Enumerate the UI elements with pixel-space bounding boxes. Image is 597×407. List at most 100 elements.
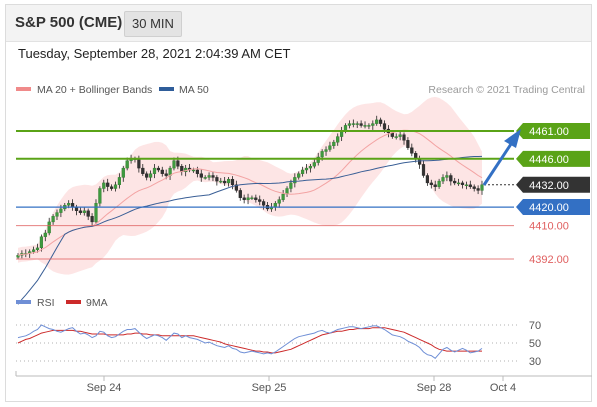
candle-body xyxy=(293,177,297,184)
candle-body xyxy=(215,177,219,182)
candle-body xyxy=(304,167,309,171)
candle-body xyxy=(375,119,379,124)
level-tag: 4461.00 xyxy=(516,123,590,139)
candle-body xyxy=(425,175,429,184)
level-tag-label: 4432.00 xyxy=(529,180,569,192)
candle-body xyxy=(98,188,102,204)
candle-body xyxy=(421,164,426,176)
rsi-tick-label: 70 xyxy=(529,320,541,332)
x-axis-tick-label: Sep 28 xyxy=(417,382,452,394)
candle-body xyxy=(312,162,316,167)
candle-body xyxy=(476,188,480,191)
candle-body xyxy=(219,180,223,183)
candle-body xyxy=(207,175,211,178)
bollinger-band-area xyxy=(18,96,482,275)
candle-body xyxy=(371,123,375,126)
candle-body xyxy=(230,178,235,185)
candle-body xyxy=(394,136,398,138)
level-tag: 4420.00 xyxy=(516,199,590,216)
candle-body xyxy=(195,169,199,174)
candle-body xyxy=(234,184,238,191)
ma20-legend-swatch xyxy=(16,87,31,91)
candle-body xyxy=(51,216,55,223)
rsi-legend-label: RSI xyxy=(37,297,55,309)
candle-body xyxy=(223,180,227,184)
candle-body xyxy=(86,210,90,217)
candle-body xyxy=(406,140,410,148)
candle-body xyxy=(457,182,461,185)
candle-body xyxy=(176,160,180,167)
candle-body xyxy=(379,119,383,124)
ma20-legend-label: MA 20 + Bollinger Bands xyxy=(37,84,152,96)
candle-body xyxy=(464,184,468,187)
ma9-legend-swatch xyxy=(66,300,81,304)
candle-body xyxy=(226,178,231,184)
x-axis-tick-label: Oct 4 xyxy=(490,382,516,394)
candle-body xyxy=(301,169,305,174)
candle-body xyxy=(59,208,63,213)
candle-body xyxy=(156,167,160,171)
candle-body xyxy=(445,175,449,178)
level-tag-shape xyxy=(516,123,590,139)
candle-body xyxy=(437,180,441,187)
projection-arrow-head xyxy=(504,129,521,148)
candle-body xyxy=(460,182,465,185)
candle-body xyxy=(398,134,402,137)
candle-body xyxy=(125,160,129,169)
candle-body xyxy=(273,203,277,208)
candle-body xyxy=(203,177,207,179)
x-axis-tick-label: Sep 24 xyxy=(87,382,122,394)
ma50-legend-swatch xyxy=(159,87,174,91)
candle-body xyxy=(347,123,351,126)
candle-body xyxy=(82,210,86,213)
candle-body xyxy=(113,184,118,189)
candle-body xyxy=(281,193,285,200)
candle-body xyxy=(211,175,215,178)
ma50-legend-label: MA 50 xyxy=(179,84,209,96)
candle-body xyxy=(67,203,71,206)
candle-body xyxy=(351,123,355,125)
level-tag-shape xyxy=(516,199,590,216)
candle-body xyxy=(433,184,437,187)
candle-body xyxy=(117,177,121,185)
candle-body xyxy=(145,173,149,178)
candle-body xyxy=(367,125,371,127)
candle-body xyxy=(254,197,258,200)
candle-body xyxy=(402,134,406,141)
rsi-tick-label: 50 xyxy=(529,338,541,350)
candle-body xyxy=(121,167,125,178)
candle-body xyxy=(191,169,196,172)
level-label: 4410.00 xyxy=(529,221,569,233)
candle-body xyxy=(359,123,363,126)
candle-body xyxy=(238,190,242,198)
candle-body xyxy=(90,216,94,223)
candle-body xyxy=(328,145,332,150)
candle-body xyxy=(35,247,40,250)
candle-body xyxy=(355,123,359,125)
level-tag-label: 4446.00 xyxy=(529,154,569,166)
level-tag-shape xyxy=(516,176,590,193)
candle-body xyxy=(70,203,75,208)
timeframe-badge[interactable]: 30 MIN xyxy=(124,11,182,37)
candle-body xyxy=(390,132,394,137)
chart-datetime: Tuesday, September 28, 2021 2:04:39 AM C… xyxy=(18,46,291,61)
candle-body xyxy=(480,184,484,191)
candle-body xyxy=(106,182,110,187)
candle-body xyxy=(47,221,51,234)
candle-body xyxy=(332,141,336,147)
candle-body xyxy=(39,236,43,248)
candle-body xyxy=(324,149,328,152)
rsi-line xyxy=(17,324,483,359)
candle-body xyxy=(363,125,367,127)
candle-body xyxy=(320,151,324,158)
level-tag-shape xyxy=(516,150,590,167)
credit-text: Research © 2021 Trading Central xyxy=(428,84,585,96)
rsi-ma9-line xyxy=(17,327,482,354)
candle-body xyxy=(160,169,164,174)
chart-header: S&P 500 (CME) 30 MIN xyxy=(6,5,591,42)
candle-body xyxy=(449,175,453,182)
instrument-title: S&P 500 (CME) xyxy=(15,14,123,31)
candle-body xyxy=(258,199,262,202)
x-axis-tick-label: Sep 25 xyxy=(252,382,287,394)
candle-body xyxy=(262,201,266,206)
